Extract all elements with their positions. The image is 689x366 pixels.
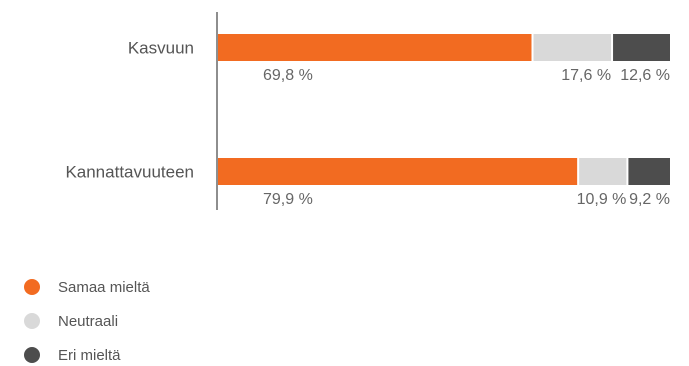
data-label: 10,9 % [577,191,627,208]
category-label: Kasvuun [128,39,194,58]
category-label: Kannattavuuteen [65,163,194,182]
bar-segment [218,158,578,185]
data-label: 12,6 % [620,67,670,84]
data-label: 17,6 % [561,67,611,84]
legend-marker [24,313,40,329]
legend-label: Samaa mieltä [58,279,150,296]
legend-label: Neutraali [58,313,118,330]
legend-label: Eri mieltä [58,347,121,364]
data-label: 79,9 % [263,191,313,208]
bar-segment [218,34,532,61]
bar-segment [579,158,627,185]
legend-marker [24,347,40,363]
data-label: 69,8 % [263,67,313,84]
legend-marker [24,279,40,295]
bar-segment [533,34,612,61]
bar-segment [613,34,670,61]
bar-segment [628,158,670,185]
data-label: 9,2 % [629,191,670,208]
